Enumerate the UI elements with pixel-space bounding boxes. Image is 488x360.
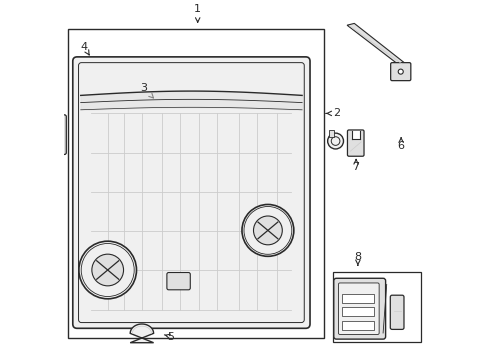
- Bar: [47, 129, 61, 133]
- Bar: [47, 137, 61, 141]
- FancyBboxPatch shape: [338, 283, 378, 334]
- Circle shape: [253, 216, 282, 245]
- Text: 1: 1: [194, 4, 201, 22]
- Circle shape: [397, 69, 403, 74]
- Text: 5: 5: [164, 332, 174, 342]
- Text: 4: 4: [81, 42, 89, 55]
- FancyBboxPatch shape: [43, 115, 66, 154]
- Text: 9: 9: [405, 279, 413, 293]
- Bar: [68, 29, 323, 338]
- Bar: [328, 130, 333, 138]
- Circle shape: [327, 133, 343, 149]
- Bar: [332, 272, 420, 342]
- Bar: [351, 131, 359, 139]
- Bar: [47, 144, 61, 148]
- Text: 7: 7: [352, 159, 359, 172]
- Circle shape: [242, 204, 293, 256]
- Text: 6: 6: [397, 138, 404, 151]
- Text: 2: 2: [325, 108, 340, 118]
- FancyBboxPatch shape: [73, 57, 309, 328]
- Circle shape: [79, 241, 136, 299]
- Bar: [341, 307, 373, 316]
- Polygon shape: [346, 23, 404, 67]
- FancyBboxPatch shape: [347, 130, 363, 156]
- Bar: [341, 321, 373, 330]
- FancyBboxPatch shape: [166, 273, 190, 290]
- Text: 3: 3: [140, 83, 153, 98]
- FancyBboxPatch shape: [389, 295, 403, 329]
- Polygon shape: [130, 324, 153, 343]
- Bar: [341, 294, 373, 303]
- Bar: [47, 122, 61, 126]
- FancyBboxPatch shape: [333, 278, 385, 339]
- Text: 8: 8: [354, 252, 361, 265]
- Circle shape: [92, 254, 123, 286]
- FancyBboxPatch shape: [390, 63, 410, 81]
